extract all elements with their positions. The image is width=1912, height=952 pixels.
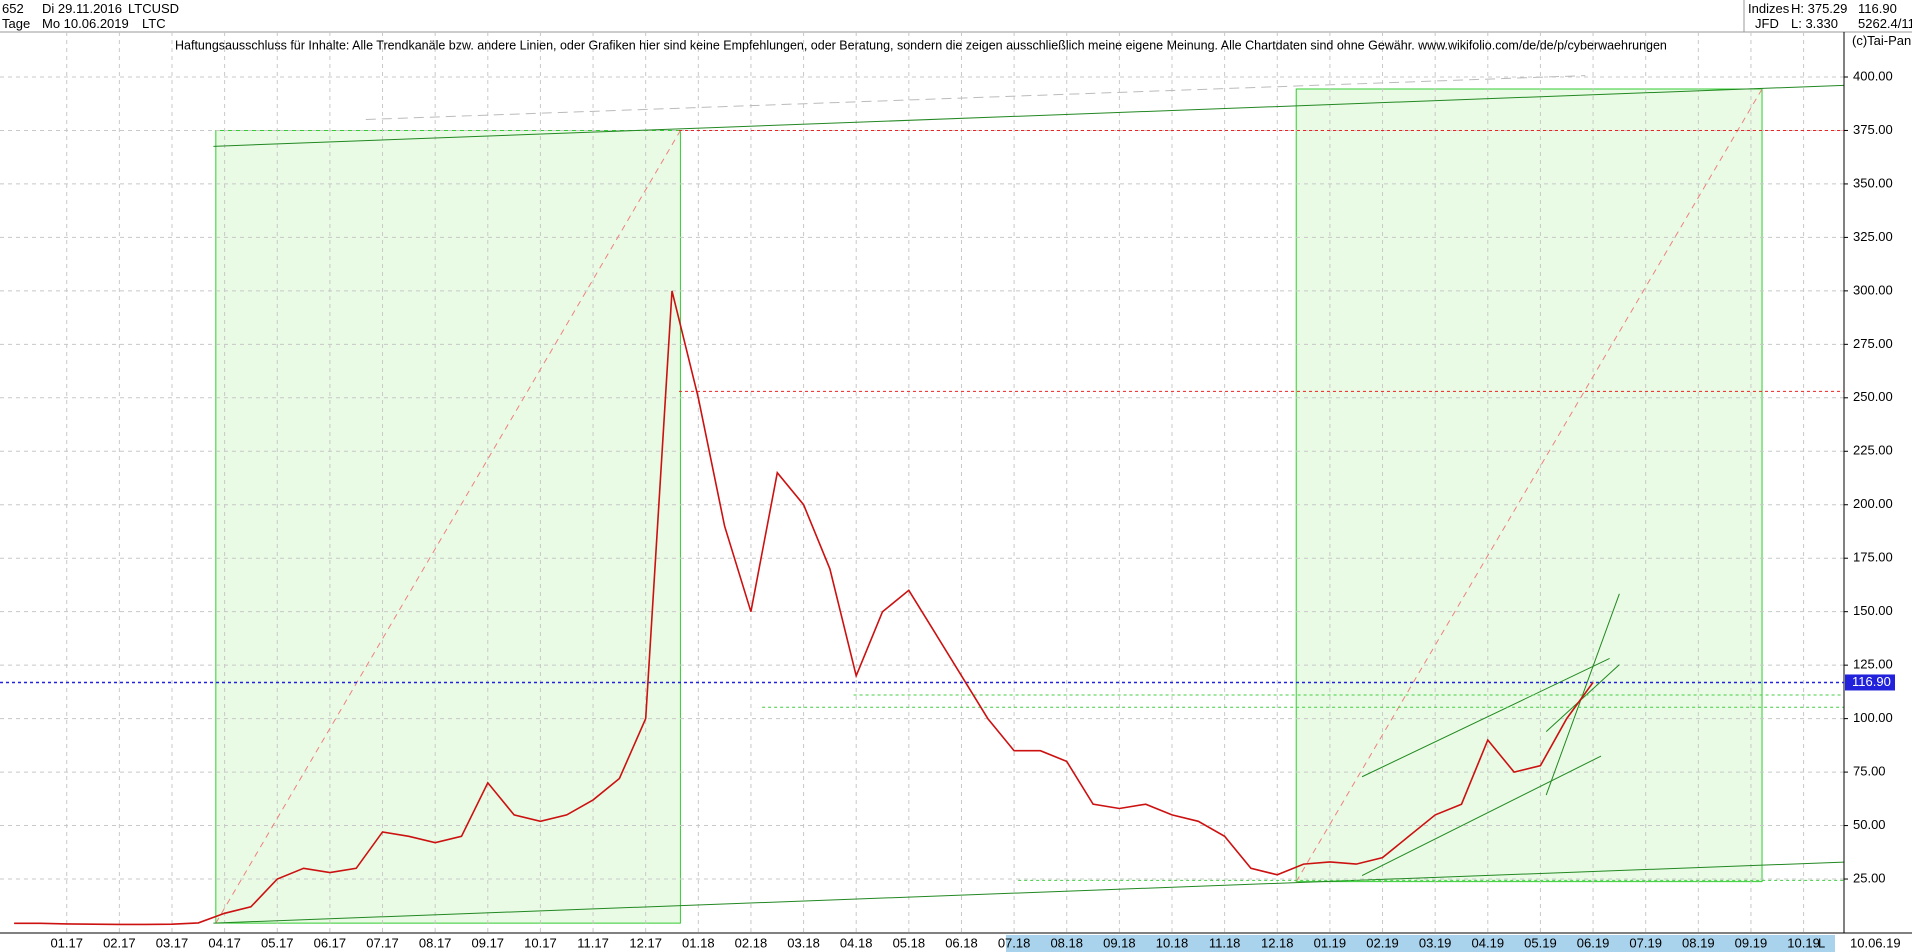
trend-line <box>213 862 1843 923</box>
x-tick-label: 04.18 <box>840 935 873 950</box>
channel-line <box>1546 665 1619 732</box>
x-tick-label: 07.17 <box>366 935 399 950</box>
x-tick-label: 06.19 <box>1577 935 1610 950</box>
diagonal <box>1296 89 1762 882</box>
x-tick-label: 12.18 <box>1261 935 1294 950</box>
chart-title: Haftungsausschluss für Inhalte: Alle Tre… <box>175 38 1667 52</box>
start-date[interactable]: Di 29.11.2016 <box>42 1 122 16</box>
x-tick-label: 02.19 <box>1366 935 1399 950</box>
x-tick-label: 02.18 <box>735 935 768 950</box>
group: Indizes <box>1748 1 1790 16</box>
x-tick-label: 08.19 <box>1682 935 1715 950</box>
y-tick-label: 125.00 <box>1853 657 1893 672</box>
x-tick-label: 09.17 <box>472 935 505 950</box>
box <box>216 130 681 923</box>
x-tick-label: 03.18 <box>787 935 820 950</box>
y-tick-label: 175.00 <box>1853 550 1893 565</box>
x-tick-label: 04.19 <box>1472 935 1505 950</box>
x-tick-label: 11.17 <box>577 935 609 950</box>
x-tick-label: 05.18 <box>893 935 926 950</box>
y-tick-label: 300.00 <box>1853 282 1893 297</box>
y-tick-label: 225.00 <box>1853 443 1893 458</box>
price-line <box>14 290 1594 926</box>
x-tick-label: 03.19 <box>1419 935 1452 950</box>
x-tick-label: 05.19 <box>1524 935 1557 950</box>
y-tick-label: 50.00 <box>1853 817 1886 832</box>
y-tick-label: 250.00 <box>1853 389 1893 404</box>
y-tick-label: 400.00 <box>1853 68 1893 83</box>
x-tick-label: 08.18 <box>1050 935 1083 950</box>
y-tick-label: 350.00 <box>1853 175 1893 190</box>
trend-line <box>366 76 1585 120</box>
period[interactable]: Tage <box>2 16 31 31</box>
x-tick-label: 01.18 <box>682 935 715 950</box>
box <box>1296 89 1762 882</box>
y-tick-label: 200.00 <box>1853 496 1893 511</box>
x-tick-label: 04.17 <box>208 935 241 950</box>
y-tick-label: 25.00 <box>1853 870 1886 885</box>
channel-line <box>1546 594 1619 795</box>
current-label: 116.90 <box>1852 674 1891 689</box>
x-tick-label: 01.19 <box>1314 935 1347 950</box>
x-tick-label: 12.17 <box>629 935 662 950</box>
x-tick-label: 08.17 <box>419 935 452 950</box>
copyright: (c)Tai-Pan <box>1852 33 1912 48</box>
x-tick-label: 10.19 <box>1787 935 1820 950</box>
trend-line <box>213 85 1843 146</box>
name: LTC <box>142 16 166 31</box>
x-tick-label: 02.17 <box>103 935 136 950</box>
y-tick-label: 75.00 <box>1853 764 1886 779</box>
y-tick-label: 100.00 <box>1853 710 1893 725</box>
current-box <box>1845 674 1895 691</box>
x-tick-label: 10.18 <box>1156 935 1189 950</box>
x-tick-label: 09.19 <box>1735 935 1768 950</box>
last: 116.90 <box>1858 1 1897 16</box>
y-tick-label: 375.00 <box>1853 122 1893 137</box>
x-tick-label: 09.18 <box>1103 935 1136 950</box>
end-date[interactable]: Mo 10.06.2019 <box>42 16 129 31</box>
x-tick-label: 10.17 <box>524 935 557 950</box>
symbol: LTCUSD <box>128 1 180 16</box>
drawings <box>213 76 1843 923</box>
y-tick-label: 150.00 <box>1853 603 1893 618</box>
source: JFD <box>1755 16 1779 31</box>
x-tick-label: 01.17 <box>50 935 83 950</box>
volume: 5262.4/11 <box>1858 16 1912 31</box>
x-tick-label: 11.18 <box>1209 935 1241 950</box>
x-tick-label: 07.18 <box>998 935 1031 950</box>
x-tick-label: 05.17 <box>261 935 294 950</box>
x-tick-label: 06.18 <box>945 935 978 950</box>
y-tick-label: 325.00 <box>1853 229 1893 244</box>
end-label: 10.06.19 <box>1850 935 1901 950</box>
channel-line <box>1362 756 1601 876</box>
x-tick-label: 06.17 <box>314 935 347 950</box>
count[interactable]: 652 <box>2 1 24 16</box>
high: H: 375.29 <box>1791 1 1848 16</box>
scale-mode: L <box>1818 935 1825 950</box>
drawings <box>216 89 1762 923</box>
diagonal <box>216 130 681 923</box>
low: L: 3.330 <box>1791 16 1838 31</box>
y-tick-label: 275.00 <box>1853 336 1893 351</box>
x-tick-label: 03.17 <box>156 935 189 950</box>
channel-line <box>1362 658 1610 776</box>
x-tick-label: 07.19 <box>1629 935 1662 950</box>
axis-highlight <box>1006 935 1835 952</box>
